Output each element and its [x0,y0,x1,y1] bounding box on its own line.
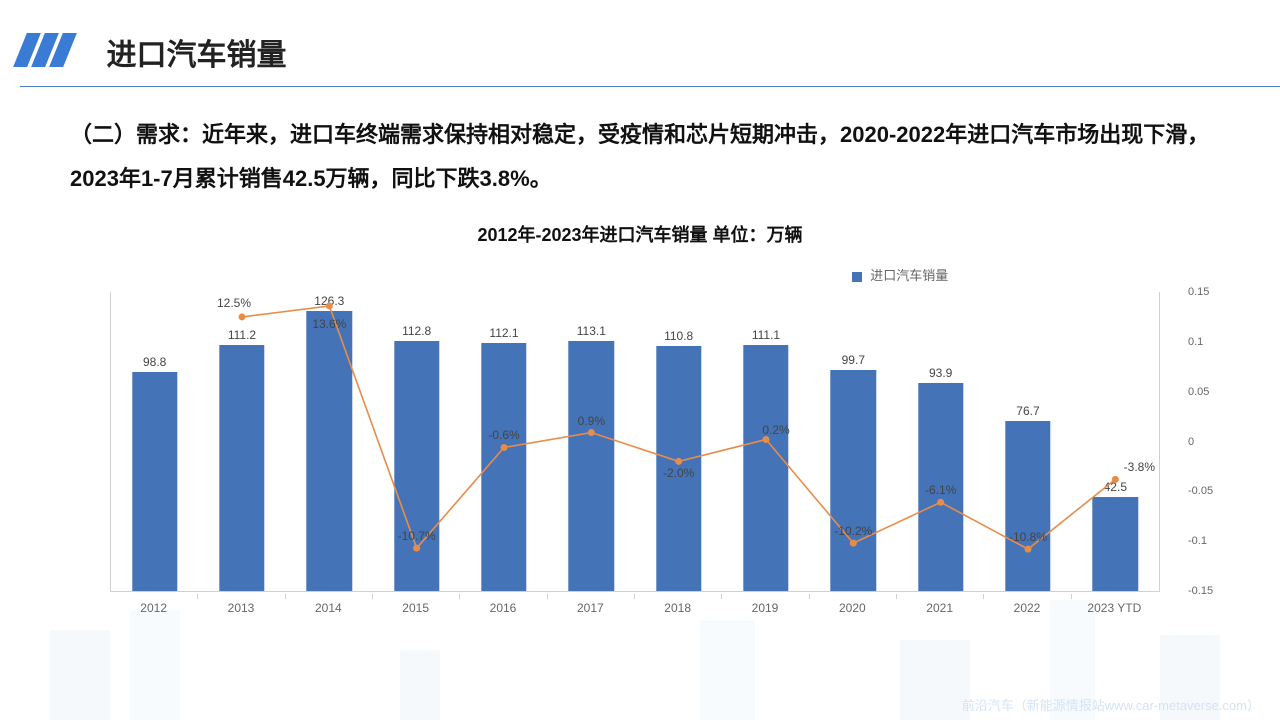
line-value-label: 13.6% [312,317,346,331]
line-value-label: -10.7% [398,529,436,543]
bar: 111.1 [722,345,809,591]
slide-header: 进口汽车销量 [0,0,1280,87]
legend-swatch-icon [852,272,862,282]
y2-tick-label: 0.15 [1188,286,1209,298]
x-tick-label: 2022 [1014,601,1041,615]
bar-value-label: 112.1 [489,326,518,340]
y2-tick-label: -0.15 [1188,585,1213,597]
line-value-label: 0.2% [762,423,789,437]
y2-axis: -0.15-0.1-0.0500.050.10.15 [1170,292,1230,592]
bar-value-label: 98.8 [143,355,166,369]
bar-value-label: 99.7 [842,353,865,367]
bar: 112.1 [460,343,547,591]
bar: 76.7 [984,421,1071,591]
x-tick-label: 2021 [926,601,953,615]
line-value-label: -0.6% [488,428,519,442]
bar-value-label: 110.8 [664,329,693,343]
line-value-label: 0.9% [578,414,605,428]
line-value-label: -10.2% [834,524,872,538]
bar: 113.1 [548,341,635,591]
bar-value-label: 42.5 [1104,480,1127,494]
line-value-label: -2.0% [663,466,694,480]
bar: 126.3 [286,311,373,591]
chart-title: 2012年-2023年进口汽车销量 单位：万辆 [0,221,1280,247]
x-tick-label: 2014 [315,601,342,615]
bar-value-label: 76.7 [1016,404,1039,418]
plot-area: 98.8111.2126.3112.8112.1113.1110.8111.19… [110,292,1160,592]
line-value-label: -3.8% [1124,460,1155,474]
y2-tick-label: -0.1 [1188,535,1207,547]
bar-value-label: 111.1 [752,328,780,342]
bar: 98.8 [111,372,198,591]
bar: 112.8 [373,341,460,591]
y2-tick-label: -0.05 [1188,485,1213,497]
bar: 111.2 [198,345,285,591]
footer-watermark: 前沿汽车（新能源情报站www.car-metaverse.com） [962,695,1260,714]
bar-value-label: 111.2 [228,328,256,342]
x-axis: 2012 2013 2014 2015 2016 2017 2018 2019 2020 2021… [110,594,1160,622]
bar: 99.7 [810,370,897,591]
x-tick-label: 2015 [402,601,429,615]
chart: 98.8111.2126.3112.8112.1113.1110.8111.19… [110,292,1230,622]
bar-value-label: 113.1 [577,324,606,338]
line-value-label: 12.5% [217,296,251,310]
x-tick-label: 2019 [752,601,779,615]
x-tick-label: 2018 [664,601,691,615]
y2-tick-label: 0.05 [1188,386,1209,398]
bar: 42.5 [1072,497,1159,591]
x-tick-label: 2013 [228,601,255,615]
slide-title: 进口汽车销量 [106,30,286,74]
line-value-label: -10.8% [1009,530,1047,544]
x-tick-label: 2020 [839,601,866,615]
body-text: （二）需求：近年来，进口车终端需求保持相对稳定，受疫情和芯片短期冲击，2020-… [0,87,1280,201]
bar-value-label: 93.9 [929,366,952,380]
legend-label: 进口汽车销量 [870,268,948,283]
y2-tick-label: 0.1 [1188,336,1203,348]
y2-tick-label: 0 [1188,436,1194,448]
x-tick-label: 2012 [140,601,167,615]
x-tick-label: 2016 [490,601,517,615]
x-tick-label: 2017 [577,601,604,615]
x-tick-label: 2023 YTD [1087,601,1141,615]
line-value-label: -6.1% [925,483,956,497]
bar-value-label: 112.8 [402,324,431,338]
bar-value-label: 126.3 [314,294,344,308]
chart-legend: 进口汽车销量 [0,265,1280,284]
header-stripes-icon [20,33,74,72]
